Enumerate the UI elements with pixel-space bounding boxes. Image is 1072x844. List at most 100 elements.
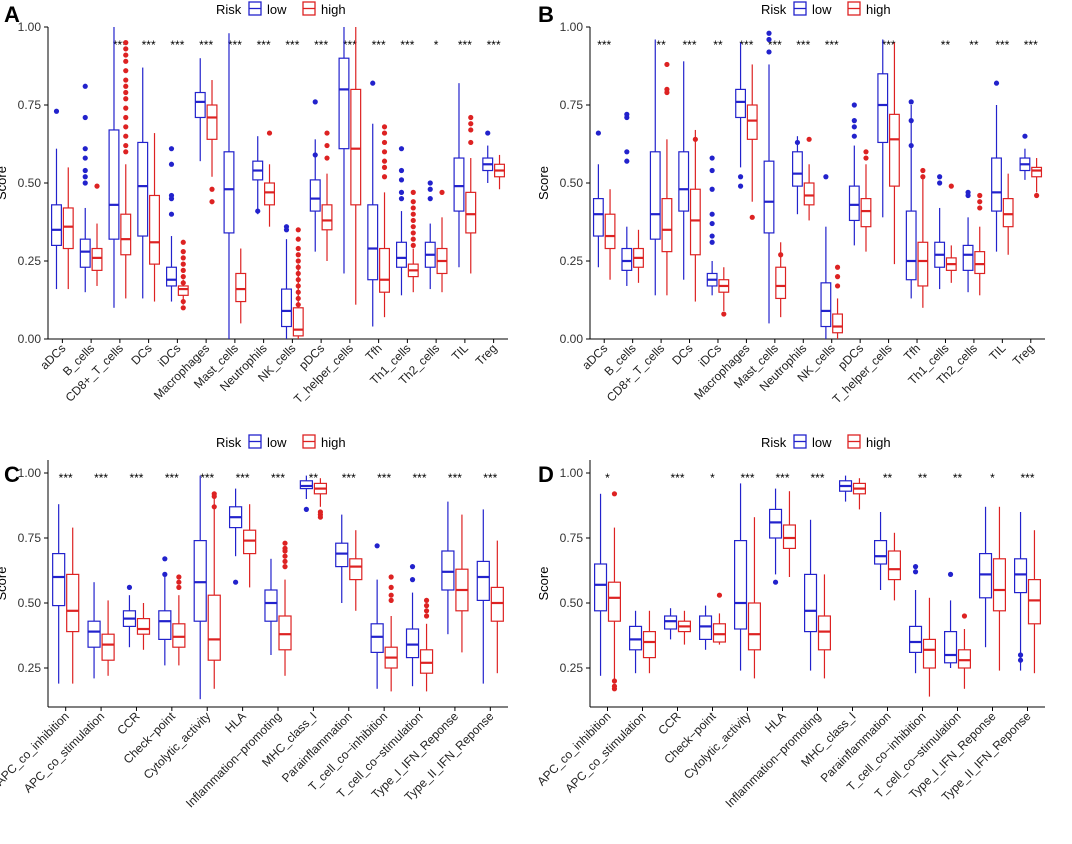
significance-label: ** xyxy=(969,38,979,52)
box-low xyxy=(978,506,993,648)
box-low xyxy=(441,501,455,635)
box-low xyxy=(309,99,321,252)
panel-letter: A xyxy=(4,2,20,27)
box-iqr xyxy=(206,104,218,140)
significance-label: *** xyxy=(343,38,357,52)
box-high xyxy=(887,532,901,601)
outlier-point xyxy=(295,227,301,233)
outlier-point xyxy=(398,177,405,183)
box-iqr xyxy=(888,113,900,187)
box-low xyxy=(768,488,783,585)
box-low xyxy=(792,136,803,215)
y-tick-label: 0.75 xyxy=(560,531,584,545)
outlier-point xyxy=(312,99,318,105)
box-iqr xyxy=(235,272,247,303)
box-iqr xyxy=(877,73,889,144)
box-iqr xyxy=(991,157,1002,212)
box-low xyxy=(803,519,818,671)
significance-label: *** xyxy=(768,38,782,52)
outlier-point xyxy=(937,180,943,186)
x-tick-label: CCR xyxy=(655,709,684,738)
box-iqr xyxy=(52,552,66,607)
box-iqr xyxy=(108,129,120,240)
outlier-point xyxy=(624,114,630,121)
box-iqr xyxy=(278,615,292,651)
box-iqr xyxy=(642,630,656,659)
outlier-point xyxy=(834,283,841,289)
outlier-point xyxy=(53,108,60,114)
y-tick-label: 0.25 xyxy=(560,661,584,675)
box-low xyxy=(194,58,206,162)
box-iqr xyxy=(367,204,379,281)
outlier-point xyxy=(912,564,919,570)
outlier-point xyxy=(1022,133,1028,139)
outlier-point xyxy=(388,597,394,604)
outlier-point xyxy=(211,493,217,499)
x-tick-label: DCs xyxy=(669,341,695,367)
significance-label: *** xyxy=(995,38,1009,52)
box-iqr xyxy=(349,558,363,581)
y-tick-label: 0.00 xyxy=(560,332,584,346)
significance-label: *** xyxy=(739,38,753,52)
box-high xyxy=(419,597,434,692)
y-tick-label: 0.00 xyxy=(18,332,42,346)
outlier-point xyxy=(908,99,914,105)
box-iqr xyxy=(62,207,74,250)
box-high xyxy=(917,167,929,308)
outlier-point xyxy=(82,83,88,89)
outlier-point xyxy=(82,174,88,180)
outlier-point xyxy=(409,564,416,570)
outlier-point xyxy=(180,280,186,286)
significance-label: * xyxy=(605,471,610,485)
significance-label: *** xyxy=(377,471,391,485)
box-low xyxy=(476,509,490,684)
box-iqr xyxy=(943,630,958,664)
outlier-point xyxy=(977,192,983,199)
box-high xyxy=(172,574,186,666)
significance-label: *** xyxy=(448,471,462,485)
outlier-point xyxy=(303,506,309,512)
outlier-point xyxy=(295,277,301,283)
outlier-point xyxy=(920,174,926,180)
outlier-point xyxy=(162,556,168,562)
outlier-point xyxy=(948,183,954,189)
outlier-point xyxy=(162,571,168,578)
outlier-point xyxy=(295,270,301,277)
legend-high-label: high xyxy=(321,2,346,17)
outlier-point xyxy=(692,136,698,142)
outlier-point xyxy=(709,167,715,174)
box-low xyxy=(905,99,917,299)
outlier-point xyxy=(709,186,715,192)
significance-label: ** xyxy=(713,38,723,52)
box-high xyxy=(775,242,787,318)
outlier-point xyxy=(908,118,914,124)
outlier-point xyxy=(595,130,601,136)
outlier-point xyxy=(427,186,433,192)
box-iqr xyxy=(661,198,673,253)
outlier-point xyxy=(410,189,416,195)
box-high xyxy=(349,530,363,611)
outlier-point xyxy=(611,491,618,497)
box-high xyxy=(922,597,936,697)
box-low xyxy=(338,27,350,274)
box-low xyxy=(838,475,853,502)
box-iqr xyxy=(207,594,221,661)
outlier-point xyxy=(168,146,175,152)
significance-label: *** xyxy=(458,38,472,52)
box-high xyxy=(278,540,292,676)
outlier-point xyxy=(388,592,394,598)
significance-label: *** xyxy=(342,471,356,485)
significance-label: *** xyxy=(483,471,497,485)
box-high xyxy=(860,149,872,252)
significance-label: *** xyxy=(257,38,271,52)
box-iqr xyxy=(379,247,390,293)
outlier-point xyxy=(381,149,388,155)
box-high xyxy=(746,64,758,220)
box-iqr xyxy=(649,151,661,240)
outlier-point xyxy=(851,133,857,139)
box-iqr xyxy=(1013,558,1028,594)
box-high xyxy=(803,136,815,221)
significance-label: *** xyxy=(59,471,73,485)
